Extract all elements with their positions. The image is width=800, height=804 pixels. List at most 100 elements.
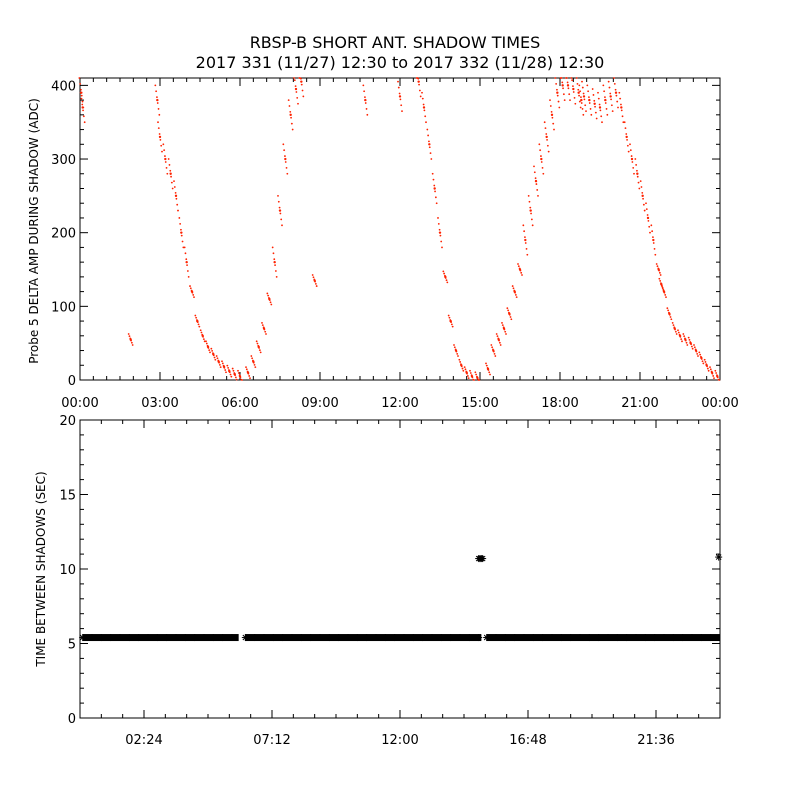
top-data-point bbox=[597, 97, 600, 100]
top-data-point bbox=[278, 206, 281, 209]
top-data-point bbox=[620, 103, 622, 106]
top-data-point bbox=[626, 144, 629, 147]
top-data-point bbox=[517, 263, 519, 265]
top-data-point bbox=[580, 98, 583, 102]
bottom-data-point bbox=[335, 634, 343, 642]
top-data-point bbox=[568, 93, 571, 96]
top-data-point bbox=[237, 372, 240, 374]
top-x-tick-label: 00:00 bbox=[701, 396, 738, 411]
top-data-point bbox=[455, 350, 458, 353]
bottom-data-point bbox=[391, 634, 399, 642]
top-data-point bbox=[553, 128, 555, 131]
top-data-point bbox=[683, 335, 686, 338]
top-data-point bbox=[665, 296, 667, 299]
top-x-tick-label: 06:00 bbox=[221, 396, 258, 411]
top-data-point bbox=[625, 135, 628, 139]
top-data-point bbox=[709, 366, 711, 369]
bottom-y-ticks: 0 5 10 15 20 bbox=[59, 414, 720, 727]
top-data-point bbox=[250, 355, 253, 357]
top-data-point bbox=[170, 175, 172, 178]
top-data-point bbox=[235, 378, 238, 381]
top-data-point bbox=[161, 150, 163, 153]
top-data-point bbox=[222, 364, 225, 367]
bottom-data-point bbox=[679, 634, 687, 642]
top-data-point bbox=[82, 115, 85, 118]
top-data-point bbox=[517, 265, 520, 268]
top-data-point bbox=[716, 376, 719, 379]
top-data-point bbox=[228, 371, 231, 374]
top-data-point bbox=[597, 91, 599, 94]
bottom-data-point bbox=[604, 634, 612, 642]
top-data-point bbox=[703, 358, 706, 361]
bottom-data-point bbox=[200, 634, 208, 642]
top-x-tick-label: 18:00 bbox=[541, 396, 578, 411]
top-data-point bbox=[214, 358, 217, 361]
top-data-point bbox=[266, 292, 269, 295]
top-data-point bbox=[647, 219, 650, 222]
top-data-point bbox=[232, 369, 235, 372]
bottom-data-point bbox=[447, 634, 455, 642]
top-data-point bbox=[706, 365, 708, 368]
top-data-point bbox=[273, 260, 276, 264]
top-data-point bbox=[315, 285, 318, 287]
top-data-point bbox=[230, 375, 233, 378]
top-data-point bbox=[485, 364, 488, 367]
top-data-point bbox=[701, 360, 704, 363]
top-data-point bbox=[605, 108, 608, 110]
top-data-point bbox=[462, 369, 465, 372]
top-data-point bbox=[417, 80, 420, 83]
bottom-data-point bbox=[260, 634, 268, 642]
top-data-point bbox=[215, 355, 218, 357]
top-data-point bbox=[698, 351, 701, 354]
bottom-data-point bbox=[428, 634, 436, 642]
top-data-point bbox=[302, 95, 305, 98]
top-data-point bbox=[397, 80, 399, 83]
top-data-point bbox=[684, 337, 686, 340]
top-data-point bbox=[556, 94, 559, 97]
top-data-point bbox=[283, 149, 286, 152]
top-data-point bbox=[192, 294, 195, 296]
top-data-point bbox=[450, 321, 452, 324]
top-data-point bbox=[79, 91, 82, 94]
bottom-data-point bbox=[707, 634, 715, 642]
top-data-point bbox=[464, 368, 467, 371]
top-data-point bbox=[256, 342, 259, 345]
top-data-point bbox=[189, 285, 191, 287]
top-data-point bbox=[652, 242, 655, 244]
top-data-point bbox=[185, 260, 188, 264]
top-data-point bbox=[593, 99, 596, 102]
bottom-data-point bbox=[241, 634, 249, 642]
top-data-point bbox=[444, 274, 446, 277]
top-data-point bbox=[622, 121, 625, 124]
top-data-point bbox=[194, 314, 197, 317]
top-data-point bbox=[158, 113, 161, 116]
top-data-point bbox=[625, 133, 628, 135]
top-data-point bbox=[399, 98, 402, 101]
bottom-data-point bbox=[557, 634, 565, 642]
top-data-point bbox=[525, 247, 528, 250]
bottom-data-point bbox=[660, 634, 668, 642]
top-data-point bbox=[566, 81, 569, 84]
top-data-point bbox=[681, 340, 683, 343]
top-data-point bbox=[290, 122, 293, 125]
top-data-point bbox=[154, 84, 157, 87]
top-data-point bbox=[557, 100, 560, 103]
top-data-point bbox=[555, 82, 558, 85]
top-data-point bbox=[157, 121, 159, 124]
top-data-point bbox=[261, 322, 263, 324]
top-data-point bbox=[458, 358, 461, 361]
bottom-series-band bbox=[486, 634, 720, 642]
top-data-point bbox=[187, 275, 190, 278]
top-data-point bbox=[635, 164, 638, 166]
top-data-point bbox=[460, 363, 462, 366]
top-data-point bbox=[550, 113, 554, 117]
top-data-point bbox=[311, 274, 314, 276]
top-data-point bbox=[491, 346, 494, 349]
top-data-point bbox=[234, 376, 237, 379]
top-data-point bbox=[573, 96, 576, 99]
top-data-point bbox=[678, 333, 681, 336]
top-data-point bbox=[433, 187, 436, 190]
top-data-point bbox=[677, 331, 680, 334]
bottom-data-point bbox=[135, 634, 143, 642]
top-data-point bbox=[588, 98, 591, 102]
